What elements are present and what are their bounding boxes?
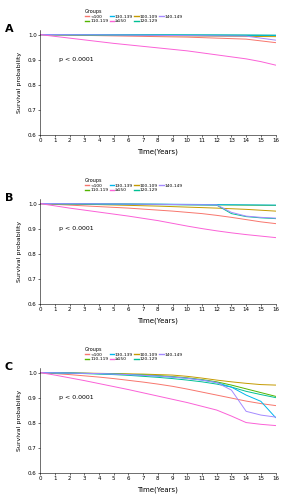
Legend: <100, 110-119, 130-139, ≥150, 100-109, 120-129, 140-149, : <100, 110-119, 130-139, ≥150, 100-109, 1… (85, 9, 183, 24)
Y-axis label: Survival probability: Survival probability (17, 52, 22, 112)
Y-axis label: Survival probability: Survival probability (17, 390, 22, 450)
X-axis label: Time(Years): Time(Years) (138, 486, 178, 493)
Legend: <100, 110-119, 130-139, ≥150, 100-109, 120-129, 140-149, : <100, 110-119, 130-139, ≥150, 100-109, 1… (85, 178, 183, 192)
Text: B: B (5, 194, 13, 203)
Text: p < 0.0001: p < 0.0001 (59, 395, 94, 400)
X-axis label: Time(Years): Time(Years) (138, 148, 178, 155)
Text: A: A (5, 24, 13, 34)
Text: p < 0.0001: p < 0.0001 (59, 57, 94, 62)
Y-axis label: Survival probability: Survival probability (17, 220, 22, 282)
Legend: <100, 110-119, 130-139, ≥150, 100-109, 120-129, 140-149, : <100, 110-119, 130-139, ≥150, 100-109, 1… (85, 346, 183, 362)
X-axis label: Time(Years): Time(Years) (138, 318, 178, 324)
Text: p < 0.0001: p < 0.0001 (59, 226, 94, 231)
Text: C: C (5, 362, 13, 372)
